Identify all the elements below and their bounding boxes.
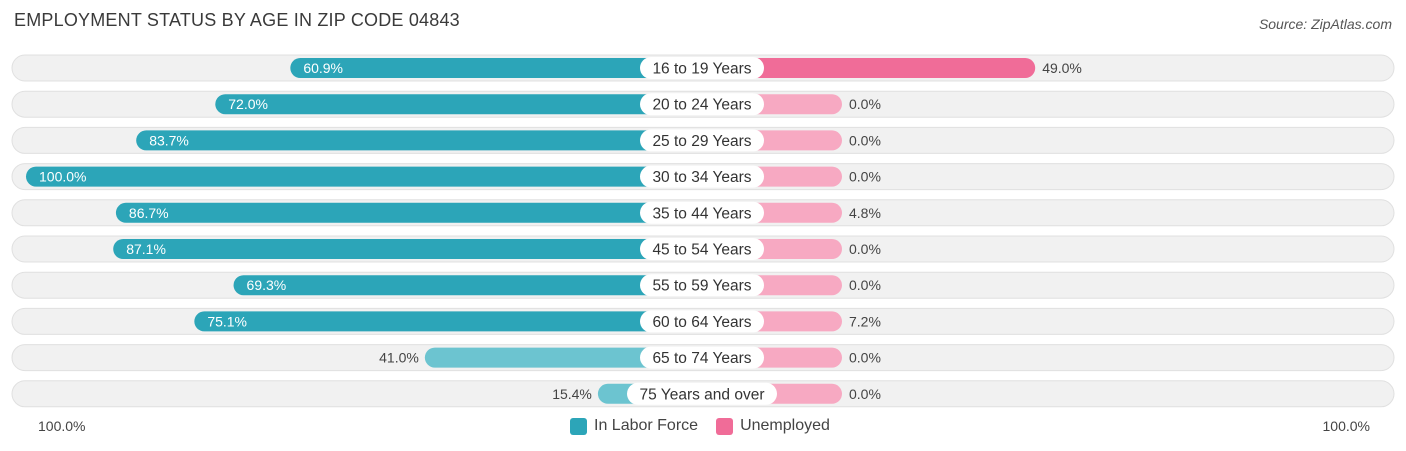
category-label: 75 Years and over: [640, 386, 765, 403]
category-pill: [640, 310, 764, 333]
category-pill: [640, 57, 764, 79]
unemployed-value-label: 0.0%: [849, 277, 881, 293]
category-label: 45 to 54 Years: [652, 242, 751, 259]
category-pill: [640, 201, 764, 224]
labor-force-value-label: 83.7%: [149, 132, 189, 148]
labor-force-bar: [215, 94, 702, 115]
axis-left-label: 100.0%: [38, 418, 86, 434]
labor-force-bar: [194, 311, 702, 332]
axis-right-label: 100.0%: [1322, 418, 1370, 434]
category-pill: [627, 382, 777, 405]
labor-force-value-label: 72.0%: [228, 96, 268, 112]
labor-force-value-label: 100.0%: [39, 169, 86, 185]
category-label: 30 to 34 Years: [652, 169, 751, 186]
unemployed-value-label: 0.0%: [849, 169, 881, 185]
legend-item-unemployed: Unemployed: [716, 417, 830, 435]
unemployed-value-label: 0.0%: [849, 386, 881, 402]
labor-force-value-label: 75.1%: [207, 313, 247, 329]
category-pill: [640, 93, 764, 116]
source-label: Source: ZipAtlas.com: [1258, 16, 1392, 32]
labor-force-bar: [26, 166, 702, 187]
labor-force-value-label: 86.7%: [129, 205, 169, 221]
labor-force-value-label: 60.9%: [303, 60, 343, 76]
category-pill: [640, 129, 764, 152]
category-pill: [640, 274, 764, 297]
legend-swatch-labor-force: [570, 417, 587, 435]
unemployed-value-label: 0.0%: [849, 96, 881, 112]
category-pill: [640, 165, 764, 188]
category-label: 35 to 44 Years: [652, 205, 751, 222]
chart-title: EMPLOYMENT STATUS BY AGE IN ZIP CODE 048…: [14, 10, 460, 30]
labor-force-bar: [113, 239, 703, 259]
category-pill: [640, 346, 764, 369]
unemployed-value-label: 4.8%: [849, 205, 881, 221]
unemployed-value-label: 49.0%: [1042, 60, 1082, 76]
unemployed-value-label: 0.0%: [849, 241, 881, 257]
legend: In Labor Force Unemployed: [570, 417, 830, 435]
legend-label-labor-force: In Labor Force: [594, 417, 699, 434]
category-label: 20 to 24 Years: [652, 97, 751, 114]
labor-force-bar: [424, 347, 702, 368]
labor-force-bar: [115, 202, 702, 223]
category-label: 60 to 64 Years: [652, 314, 751, 331]
unemployed-bar: [702, 58, 1036, 78]
legend-label-unemployed: Unemployed: [740, 417, 830, 434]
labor-force-value-label: 41.0%: [379, 350, 419, 366]
unemployed-value-label: 0.0%: [849, 132, 881, 148]
unemployed-value-label: 7.2%: [849, 313, 881, 329]
legend-swatch-unemployed: [716, 417, 734, 435]
category-label: 25 to 29 Years: [652, 133, 751, 150]
category-pill: [640, 238, 764, 260]
category-label: 65 to 74 Years: [652, 350, 751, 367]
category-label: 16 to 19 Years: [652, 61, 751, 78]
category-label: 55 to 59 Years: [652, 278, 751, 295]
labor-force-value-label: 87.1%: [126, 241, 166, 257]
unemployed-value-label: 0.0%: [849, 350, 881, 366]
labor-force-value-label: 15.4%: [552, 386, 592, 402]
labor-force-bar: [290, 58, 702, 78]
labor-force-bar: [136, 130, 703, 151]
legend-item-labor-force: In Labor Force: [570, 417, 698, 435]
labor-force-bar: [233, 275, 703, 296]
labor-force-value-label: 69.3%: [247, 277, 287, 293]
